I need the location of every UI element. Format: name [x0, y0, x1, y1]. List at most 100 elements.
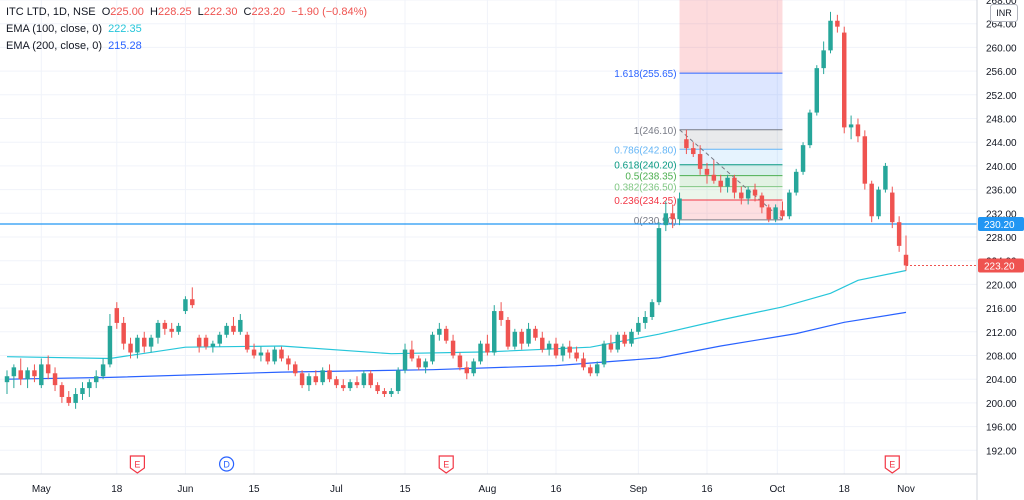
candle-body: [375, 385, 380, 392]
candle-body: [896, 222, 902, 246]
candle: [725, 174, 730, 193]
candle-body: [656, 228, 662, 303]
candle-body: [142, 337, 147, 347]
price-tag-bg: [978, 216, 1024, 231]
earnings-marker[interactable]: E: [438, 455, 454, 474]
candle-body: [100, 364, 106, 377]
y-tick-label: 252.00: [986, 91, 1017, 102]
candle-body: [519, 331, 524, 344]
candle-body: [601, 343, 607, 365]
ema100-label: EMA (100, close, 0): [6, 23, 102, 35]
candle: [718, 174, 723, 193]
candle-body: [890, 192, 895, 223]
currency-button[interactable]: INR: [990, 4, 1018, 22]
candle-body: [272, 349, 277, 362]
candle: [649, 299, 655, 320]
candle-body: [73, 394, 78, 403]
candle: [128, 337, 133, 359]
candle: [622, 331, 627, 347]
candle-body: [594, 364, 600, 374]
candle: [142, 331, 147, 353]
candle: [780, 201, 785, 220]
candle: [327, 364, 332, 383]
candle-body: [560, 346, 566, 356]
candle: [347, 379, 353, 392]
candle: [862, 130, 868, 190]
candle: [848, 115, 854, 140]
x-tick-label: Aug: [478, 484, 496, 495]
x-tick-label: 15: [248, 484, 260, 495]
candle-body: [382, 391, 387, 395]
candle: [663, 201, 669, 232]
candle: [18, 358, 23, 386]
y-tick-label: 228.00: [986, 233, 1017, 244]
candle: [821, 41, 826, 75]
candle: [11, 364, 17, 389]
y-tick-label: 232.00: [986, 209, 1017, 220]
candle: [306, 373, 312, 392]
fib-zone: [679, 129, 783, 150]
candle: [4, 370, 10, 395]
candle-body: [196, 337, 202, 347]
candle-body: [32, 370, 37, 377]
candle: [423, 358, 428, 374]
candle: [238, 314, 243, 335]
candle-body: [87, 382, 92, 389]
candle-body: [313, 376, 319, 383]
candle: [416, 355, 421, 371]
candle-body: [732, 177, 737, 193]
y-tick-label: 204.00: [986, 375, 1017, 386]
candle-body: [244, 334, 250, 350]
fib-level-label: 0.236(234.25): [614, 196, 676, 207]
x-tick-label: 18: [839, 484, 851, 495]
candle: [601, 340, 607, 368]
y-tick-label: 244.00: [986, 138, 1017, 149]
candle: [52, 367, 58, 392]
earnings-marker[interactable]: E: [129, 455, 145, 474]
fib-zone: [679, 175, 783, 187]
fibonacci-retracement: 0(230.90) 0.236(234.25) 0.382(236.50)0.5(2…: [614, 0, 783, 227]
candle: [594, 361, 600, 377]
candle: [876, 186, 881, 220]
fib-level-label: 0(230.90): [634, 216, 677, 227]
candle-body: [25, 370, 30, 380]
candle: [299, 370, 305, 389]
dividend-marker[interactable]: D: [219, 456, 235, 472]
legend-ema200-row[interactable]: EMA (200, close, 0) 215.28: [6, 38, 367, 55]
ema100-value: 222.35: [108, 23, 142, 35]
candles: [4, 11, 909, 409]
candle: [560, 343, 566, 362]
candle: [636, 316, 641, 335]
candle-body: [663, 213, 669, 226]
candle: [341, 379, 346, 392]
candle: [766, 204, 771, 223]
fib-level-label: 0.5(238.35): [625, 172, 676, 183]
candle-body: [114, 308, 120, 323]
candle: [258, 346, 264, 362]
candle-body: [334, 379, 339, 386]
candle: [828, 11, 833, 54]
symbol-label[interactable]: ITC LTD, 1D, NSE: [6, 6, 96, 18]
candle-body: [793, 171, 799, 193]
candle: [203, 334, 209, 350]
y-tick-label: 260.00: [986, 43, 1017, 54]
candle-body: [52, 373, 58, 386]
candle-body: [684, 139, 689, 149]
y-tick-label: 268.00: [986, 0, 1017, 7]
candle: [354, 376, 360, 389]
candle-body: [711, 174, 717, 181]
ema200-label: EMA (200, close, 0): [6, 40, 102, 52]
open-value: 225.00: [110, 6, 144, 18]
candle-body: [238, 319, 243, 332]
legend-ema100-row[interactable]: EMA (100, close, 0) 222.35: [6, 21, 367, 38]
candle-body: [443, 328, 449, 341]
candle: [814, 65, 820, 116]
marker-label: E: [889, 460, 895, 470]
x-tick-label: Oct: [770, 484, 786, 495]
candle: [526, 322, 531, 347]
candle: [800, 142, 806, 175]
candle: [759, 192, 765, 214]
earnings-marker[interactable]: E: [884, 455, 900, 474]
